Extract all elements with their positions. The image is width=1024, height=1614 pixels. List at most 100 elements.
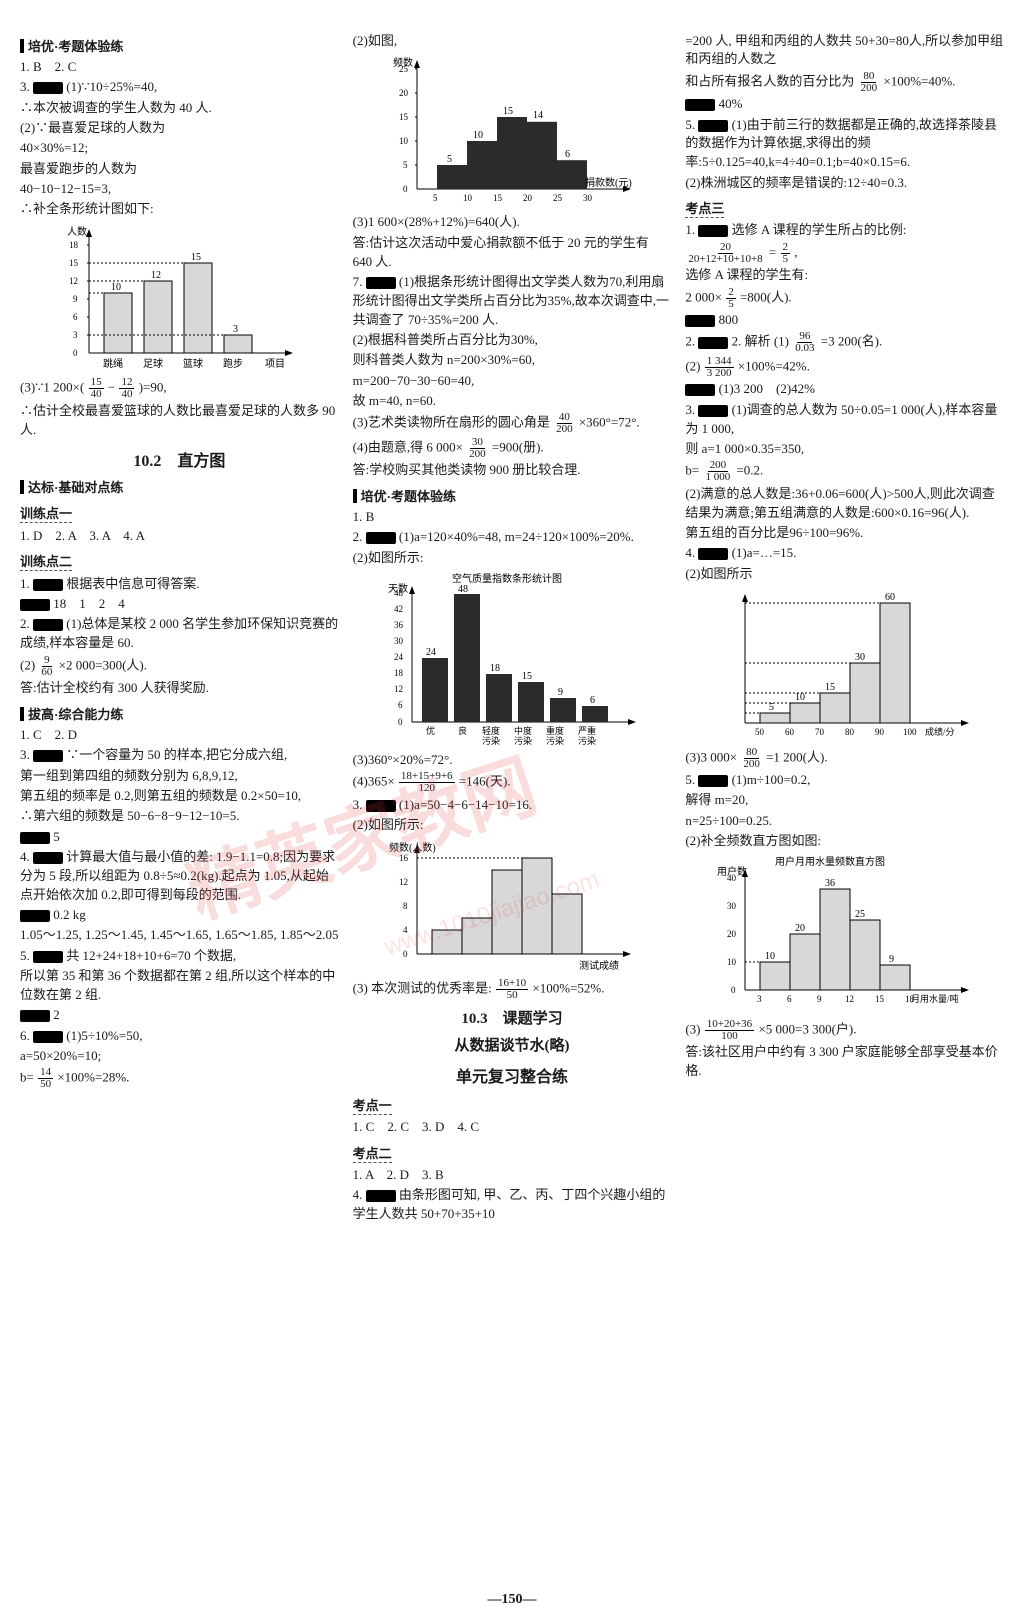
svg-text:60: 60 <box>885 592 895 603</box>
page: 培优·考题体验练 1. B 2. C 3. (1)∵10÷25%=40, ∴本次… <box>0 0 1024 1236</box>
svg-text:月用水量/吨: 月用水量/吨 <box>911 993 959 1004</box>
svg-text:5: 5 <box>769 702 774 713</box>
text: m=200−70−30−60=40, <box>353 372 672 391</box>
fraction: 40200 <box>554 412 575 435</box>
text: 2 <box>20 1006 339 1025</box>
text: (3)艺术类读物所在扇形的圆心角是 40200 ×360°=72°. <box>353 412 672 435</box>
svg-text:频数(人数): 频数(人数) <box>389 841 436 854</box>
svg-text:30: 30 <box>583 193 593 203</box>
svg-text:污染: 污染 <box>514 735 532 746</box>
text: 2. 解析 (1) <box>732 334 789 349</box>
redaction-icon <box>366 800 396 812</box>
text: ∴本次被调查的学生人数为 40 人. <box>20 99 339 118</box>
section-title: 达标·基础对点练 <box>20 477 339 496</box>
text: 5 <box>20 828 339 847</box>
text: 2 000× 25 =800(人). <box>685 287 1004 310</box>
svg-text:9: 9 <box>73 294 78 304</box>
text: (3)3 000× 80200 =1 200(人). <box>685 747 1004 770</box>
sub-heading: 考点三 <box>685 198 724 218</box>
svg-text:48: 48 <box>458 584 468 595</box>
text: 1. 选修 A 课程的学生所占的比例: <box>685 221 1004 240</box>
svg-text:16: 16 <box>399 853 409 863</box>
text: 第五组的频率是 0.2,则第五组的频数是 0.2×50=10, <box>20 787 339 806</box>
svg-text:空气质量指数条形统计图: 空气质量指数条形统计图 <box>452 572 562 585</box>
text: (2)补全频数直方图如图: <box>685 832 1004 851</box>
svg-text:5: 5 <box>403 160 408 170</box>
text: ×2 000=300(人). <box>59 657 147 672</box>
text: 1. C 2. D <box>20 726 339 745</box>
svg-text:6: 6 <box>787 994 792 1004</box>
section-title: 培优·考题体验练 <box>353 486 672 505</box>
fraction: 2020+12+10+10+8 <box>686 242 764 265</box>
text: 和占所有报名人数的百分比为 80200 ×100%=40%. <box>685 71 1004 94</box>
fraction: 960 <box>39 655 54 678</box>
text: (2)如图, <box>353 32 672 51</box>
fraction: 1240 <box>119 377 134 400</box>
text: ×100%=28%. <box>57 1070 129 1085</box>
redaction-icon <box>33 1031 63 1043</box>
text: ×5 000=3 300(户). <box>758 1021 856 1036</box>
chapter-title: 10.3 课题学习 <box>353 1007 672 1028</box>
text: 则 a=1 000×0.35=350, <box>685 440 1004 459</box>
svg-text:0: 0 <box>398 717 403 727</box>
text: 培优·考题体验练 <box>28 36 123 55</box>
redaction-icon <box>685 384 715 396</box>
svg-text:15: 15 <box>191 252 201 263</box>
text: 3. (1)调查的总人数为 50÷0.05=1 000(人),样本容量为 1 0… <box>685 401 1004 439</box>
svg-text:18: 18 <box>69 240 79 250</box>
fraction: 30200 <box>467 437 488 460</box>
text: 1. 根据表中信息可得答案. <box>20 575 339 594</box>
text: 答:估计这次活动中爱心捐款额不低于 20 元的学生有 640 人. <box>353 234 672 272</box>
svg-text:5: 5 <box>433 193 438 203</box>
svg-text:12: 12 <box>151 270 161 281</box>
text: 6. (1)5÷10%=50, <box>20 1027 339 1046</box>
text: 5. (1)m÷100=0.2, <box>685 771 1004 790</box>
text: (4)由题意,得 6 000× <box>353 439 463 454</box>
redaction-icon <box>698 548 728 560</box>
text: 1. B <box>353 508 672 527</box>
text: 5. 共 12+24+18+10+6=70 个数据, <box>20 947 339 966</box>
redaction-icon <box>685 315 715 327</box>
svg-text:60: 60 <box>785 727 795 737</box>
svg-text:70: 70 <box>815 727 825 737</box>
svg-text:成绩/分: 成绩/分 <box>925 726 955 737</box>
text: 0.2 kg <box>20 906 339 925</box>
svg-text:25: 25 <box>855 909 865 920</box>
redaction-icon <box>685 99 715 111</box>
svg-text:10: 10 <box>473 130 483 141</box>
sub-heading: 考点一 <box>353 1095 392 1115</box>
text: ×100%=52%. <box>532 980 604 995</box>
text: =3 200(名). <box>821 334 883 349</box>
text: 答:学校购买其他类读物 900 册比较合理. <box>353 461 672 480</box>
column-3: =200 人, 甲组和丙组的人数共 50+30=80人,所以参加甲组和丙组的人数… <box>685 30 1004 1226</box>
text: 2. 2. 解析 (1) 960.03 =3 200(名). <box>685 331 1004 354</box>
svg-text:污染: 污染 <box>578 735 596 746</box>
svg-text:3: 3 <box>757 994 762 1004</box>
text: )=90, <box>139 380 167 395</box>
bar-chart-donation: 频数 0 5 10 15 20 25 5 10 15 14 6 <box>387 54 637 209</box>
text: b= 1450 ×100%=28%. <box>20 1067 339 1090</box>
text: =1 200(人). <box>766 749 828 764</box>
svg-text:9: 9 <box>889 954 894 965</box>
redaction-icon <box>20 1010 50 1022</box>
text: 第五组的百分比是96÷100=96%. <box>685 524 1004 543</box>
svg-text:25: 25 <box>399 64 409 74</box>
text: =0.2. <box>736 463 763 478</box>
svg-text:12: 12 <box>845 994 854 1004</box>
redaction-icon <box>20 910 50 922</box>
svg-text:42: 42 <box>394 604 403 614</box>
svg-text:90: 90 <box>875 727 885 737</box>
text: (3)艺术类读物所在扇形的圆心角是 <box>353 415 550 430</box>
text: , <box>794 244 797 259</box>
svg-text:3: 3 <box>73 330 78 340</box>
fraction: 2001 000 <box>703 460 732 483</box>
sub-heading: 训练点一 <box>20 503 72 523</box>
text: 1. C 2. C 3. D 4. C <box>353 1118 672 1137</box>
svg-text:优: 优 <box>426 725 435 736</box>
svg-text:10: 10 <box>399 136 409 146</box>
text: 3. ∵一个容量为 50 的样本,把它分成六组, <box>20 746 339 765</box>
text: (2)如图所示: <box>353 816 672 835</box>
redaction-icon <box>366 277 396 289</box>
text: b= 2001 000 =0.2. <box>685 460 1004 483</box>
svg-text:重度: 重度 <box>546 725 564 736</box>
